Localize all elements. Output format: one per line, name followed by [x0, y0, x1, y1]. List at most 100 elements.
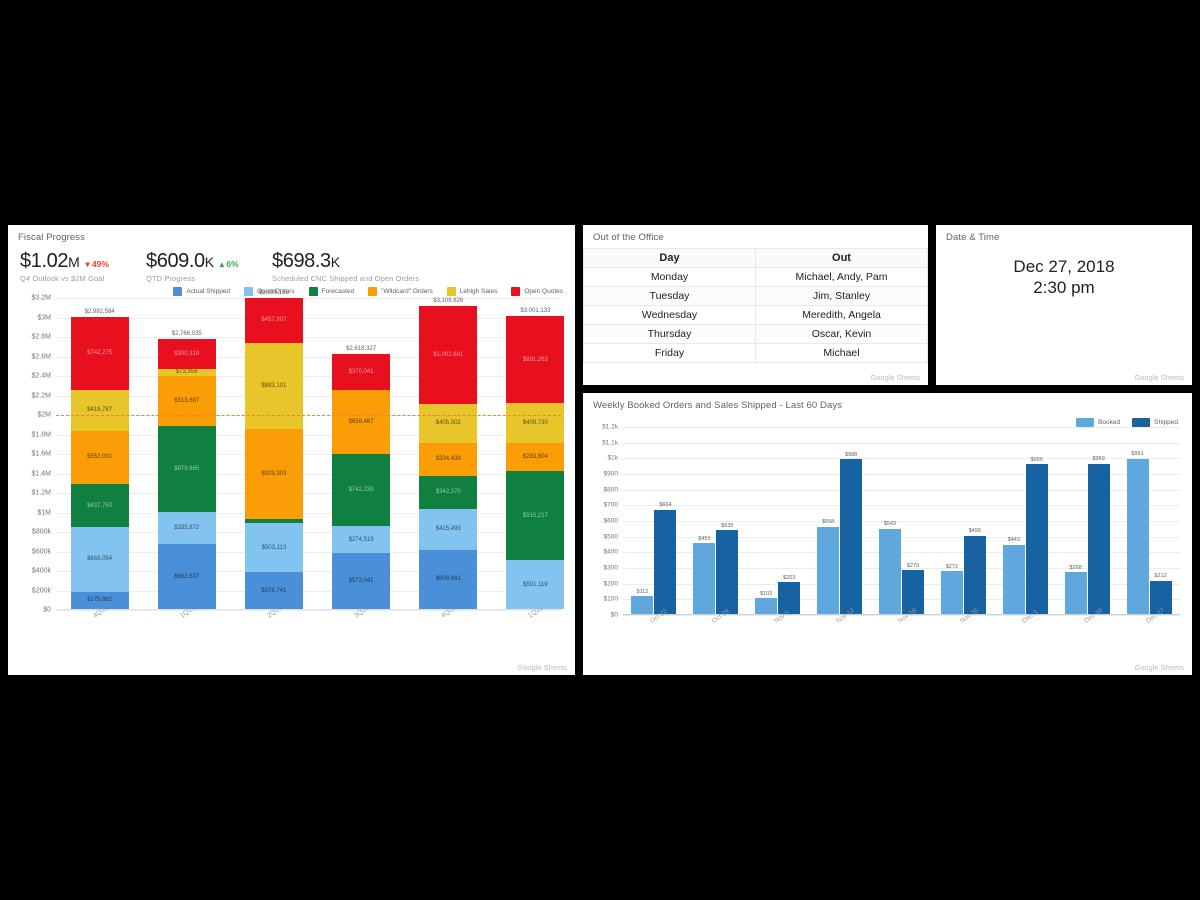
bar-segment[interactable]: $342,270 [419, 475, 478, 510]
stacked-chart-y-axis: $0 $200k $400k $600k $800k $1M $1.2M $1.4M $1.6M… [18, 295, 54, 614]
bar[interactable]: $212 [1149, 573, 1172, 614]
bar-segment[interactable]: $274,519 [332, 526, 391, 554]
gridline [56, 395, 561, 397]
scorecard-delta: ▴ 6% [219, 259, 239, 269]
bar[interactable]: $991 [1126, 451, 1149, 614]
bar-group: $268 $959 [1064, 456, 1110, 614]
gridline [623, 474, 1180, 475]
bar-segment[interactable]: $73,956 [157, 368, 216, 376]
bar-segment[interactable]: $300,318 [157, 339, 216, 369]
y-axis-tick: $1.1k [602, 439, 618, 447]
bar[interactable]: $102 [755, 591, 778, 614]
gridline [623, 536, 1180, 538]
stacked-bar[interactable]: $378,741 $503,113 $929,303 $883,101 $457,907… [244, 290, 303, 609]
bar-total-label: $3,189,165 [258, 290, 289, 297]
bar-segment[interactable]: $419,787 [70, 389, 129, 431]
bar-value-label: $959 [1092, 456, 1105, 463]
bar[interactable]: $268 [1064, 565, 1087, 614]
bar-group: $443 $955 [1002, 457, 1048, 614]
top-row: Out of the Office Day Out Monday Michael, … [583, 225, 1192, 385]
bar[interactable]: $279 [902, 563, 924, 614]
gridline [623, 552, 1180, 554]
bar-segment-label: $572,041 [348, 578, 374, 585]
stacked-bar[interactable]: $662,537 $335,872 $879,665 $513,687 $73,956 $… [157, 331, 216, 609]
bar-segment[interactable]: $415,493 [419, 509, 478, 550]
bar[interactable]: $664 [654, 502, 677, 614]
bar-segment[interactable]: $457,907 [244, 298, 303, 343]
legend-item[interactable]: Open Quotes [511, 287, 563, 296]
y-axis-tick: $1.6M [31, 450, 51, 458]
google-sheets-credit: Google Sheets [1134, 663, 1184, 672]
y-axis-tick: $600k [31, 548, 51, 555]
bar-segment[interactable]: $335,872 [157, 511, 216, 545]
legend-item[interactable]: Actual Shipped [173, 287, 230, 296]
bar-segment[interactable]: $405,002 [419, 403, 478, 444]
gridline [623, 489, 1180, 491]
bar-segment[interactable]: $929,303 [244, 428, 303, 520]
bar-segment[interactable]: $370,041 [332, 353, 391, 390]
bar-segment[interactable]: $742,275 [70, 317, 129, 390]
legend-item[interactable]: "Wildcard" Orders [368, 287, 433, 296]
bar-segment[interactable]: $1,002,661 [419, 305, 478, 404]
bar[interactable]: $558 [817, 519, 840, 614]
legend-item[interactable]: Forecasted [308, 287, 354, 296]
stacked-bar[interactable]: $608,961 $415,493 $342,270 $334,439 $405,002… [419, 298, 478, 609]
bar-segment[interactable]: $378,741 [244, 572, 303, 609]
stacked-bar[interactable]: $572,041 $274,519 $742,239 $659,487 $370,041… [332, 346, 391, 609]
gridline [56, 473, 561, 475]
table-row: Monday Michael, Andy, Pam [583, 267, 928, 287]
bar-segment[interactable]: $659,487 [332, 389, 391, 455]
stacked-bar[interactable]: $501,119 $915,217 $283,804 $409,730 $891,263… [506, 308, 565, 609]
bar-segment[interactable]: $175,862 [70, 591, 129, 609]
bar-segment[interactable]: $334,439 [419, 443, 478, 476]
bar-segment[interactable]: $552,001 [70, 430, 129, 485]
bar-total-label: $2,618,327 [346, 345, 377, 352]
bar-segment[interactable]: $409,730 [506, 403, 565, 444]
y-axis-tick: $300 [603, 564, 618, 572]
bar[interactable]: $955 [1025, 457, 1048, 614]
bar-segment[interactable]: $665,054 [70, 527, 129, 592]
bar[interactable]: $453 [693, 536, 716, 614]
bar[interactable]: $272 [940, 564, 963, 614]
bar-segment[interactable]: $883,101 [244, 342, 303, 429]
bar[interactable]: $535 [716, 523, 739, 614]
bar-segment[interactable]: $503,113 [244, 523, 303, 573]
legend-item[interactable]: Open Orders [244, 287, 295, 296]
bar[interactable]: $203 [778, 575, 801, 614]
bar[interactable]: $499 [963, 528, 986, 614]
bar-segment[interactable]: $915,217 [506, 470, 565, 561]
bar-segment[interactable]: $572,041 [332, 553, 391, 609]
bar-segment[interactable]: $742,239 [332, 454, 391, 527]
y-axis-tick: $200k [31, 587, 51, 594]
bar-segment-label: $915,217 [522, 512, 548, 519]
bar[interactable]: $959 [1087, 456, 1110, 614]
bar-group: $102 $203 [755, 575, 801, 614]
bar-segment[interactable]: $879,665 [157, 425, 216, 512]
bar-segment[interactable]: $608,961 [419, 549, 478, 609]
gridline [56, 337, 561, 338]
table-cell: Meredith, Angela [755, 305, 928, 325]
bar-segment[interactable] [244, 519, 303, 524]
stacked-bar[interactable]: $175,862 $665,054 $437,750 $552,001 $419,787… [70, 309, 129, 609]
bar-segment[interactable]: $283,804 [506, 443, 565, 471]
bar-segment-label: $370,041 [348, 368, 374, 375]
legend-item[interactable]: Booked [1076, 418, 1120, 427]
scorecard-delta: ▾ 49% [85, 259, 109, 269]
bar-segment[interactable]: $891,263 [506, 316, 565, 404]
bar-segment[interactable]: $501,119 [506, 560, 565, 609]
bar-segment[interactable]: $437,750 [70, 484, 129, 528]
table-cell: Monday [583, 267, 756, 287]
scorecard-label: QTD Progress [146, 274, 196, 283]
legend-item[interactable]: Lehigh Sales [446, 287, 497, 296]
bar-segment[interactable]: $662,537 [157, 544, 216, 609]
bar[interactable]: $443 [1002, 537, 1025, 614]
bar[interactable]: $988 [840, 452, 863, 614]
bar[interactable]: $543 [879, 521, 901, 614]
legend-item[interactable]: Shipped [1132, 418, 1178, 427]
weekly-chart-plot: $112 $664 $453 $535 $102 $203 $558 $988 $543 $279… [623, 427, 1180, 616]
table-column-header: Day [583, 248, 756, 268]
bar-segment[interactable]: $513,687 [157, 375, 216, 426]
bar[interactable]: $112 [631, 589, 654, 614]
scorecard-label: Scheduled CNC Shipped and Open Orders [272, 274, 420, 283]
y-axis-tick: $1M [37, 509, 51, 516]
